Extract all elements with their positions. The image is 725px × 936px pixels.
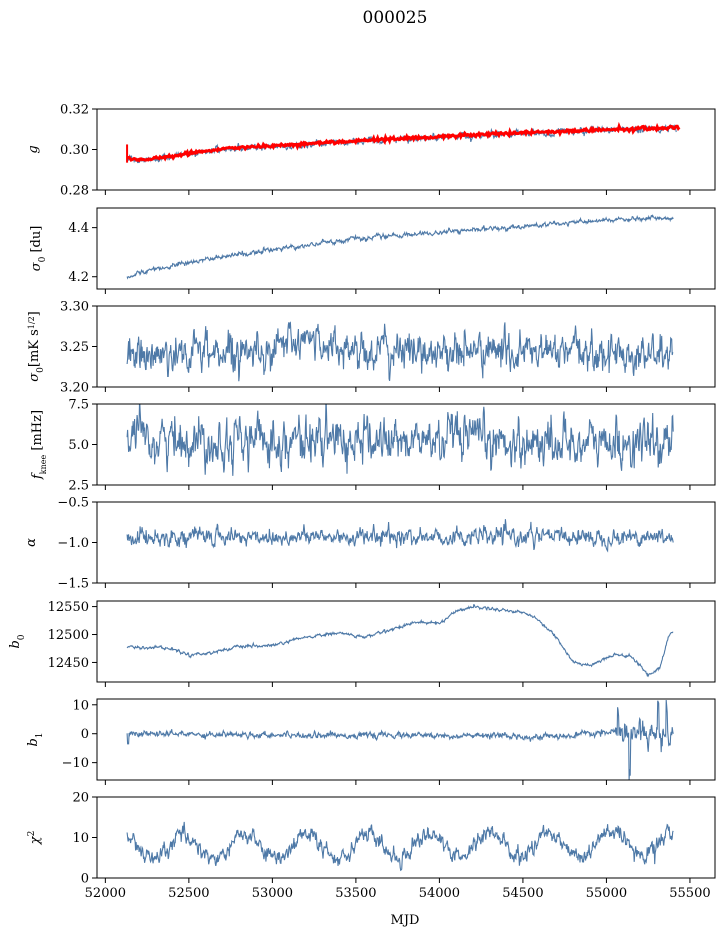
y-tick-label: 4.4 <box>68 221 89 236</box>
y-axis-label: b0 <box>8 634 27 648</box>
y-tick-label: 7.5 <box>68 398 89 413</box>
x-tick-label: 55500 <box>669 886 710 901</box>
y-tick-label: 0 <box>81 727 89 742</box>
x-tick-label: 55000 <box>586 886 627 901</box>
y-tick-label: 10 <box>72 831 89 846</box>
x-axis-label: MJD <box>391 913 420 928</box>
subplot-stack: 0.28 0.30 0.32 g 4.2 4.4 σ0 [du] 3.20 3.25 3.30 σ0… <box>8 103 716 901</box>
y-axis-label: fknee [mHz] <box>30 410 48 480</box>
data-series-line <box>126 604 674 678</box>
data-series-line <box>126 404 674 476</box>
y-tick-label: 3.30 <box>60 300 89 315</box>
fit-line <box>126 121 681 163</box>
y-tick-label: −1.0 <box>57 536 89 551</box>
y-tick-label: −10 <box>62 756 89 771</box>
axes-frame <box>96 207 716 290</box>
data-series-line <box>126 519 674 553</box>
x-tick-label: 54500 <box>502 886 543 901</box>
y-axis-label: b1 <box>26 732 45 746</box>
axes-frame <box>96 698 716 781</box>
subplot-5: −1.5 −1.0 −0.5 α <box>24 496 716 592</box>
subplot-6: 12450 12500 12550 b0 <box>8 600 716 687</box>
subplot-7: −10 0 10 b1 <box>26 698 716 785</box>
axes-frame <box>96 108 716 191</box>
y-axis-label: σ0 [du] <box>29 226 48 272</box>
y-tick-label: 3.20 <box>60 381 89 396</box>
y-tick-label: 12450 <box>48 656 89 671</box>
y-axis-label: g <box>26 145 41 153</box>
y-tick-label: 4.2 <box>68 270 89 285</box>
y-tick-label: 20 <box>72 791 89 806</box>
y-tick-label: 5.0 <box>68 438 89 453</box>
x-tick-label: 52500 <box>168 886 209 901</box>
data-series-line <box>126 321 674 382</box>
y-tick-label: 0.30 <box>60 143 89 158</box>
subplot-3: 3.20 3.25 3.30 σ0[mK s1/2] <box>27 300 716 396</box>
x-tick-label: 53500 <box>335 886 376 901</box>
y-tick-label: 12500 <box>48 628 89 643</box>
subplot-8: 0 10 20 52000 52500 53000 53500 54000 54500 55000… <box>27 791 716 901</box>
axes-frame <box>96 600 716 683</box>
figure-title: 000025 <box>363 8 428 28</box>
subplot-4: 2.5 5.0 7.5 fknee [mHz] <box>30 398 716 494</box>
y-tick-label: 12550 <box>48 600 89 615</box>
y-tick-label: 10 <box>72 698 89 713</box>
y-tick-label: 2.5 <box>68 479 89 494</box>
y-axis-label: σ0[mK s1/2] <box>27 311 47 381</box>
x-tick-label: 52000 <box>85 886 126 901</box>
axes-frame <box>96 501 716 584</box>
y-tick-label: −1.5 <box>57 577 89 592</box>
y-tick-label: 0.28 <box>60 184 89 199</box>
y-tick-label: 0 <box>81 872 89 887</box>
subplot-2: 4.2 4.4 σ0 [du] <box>29 207 716 294</box>
y-tick-label: −0.5 <box>57 496 89 511</box>
data-series-line <box>126 821 674 872</box>
x-tick-label: 53000 <box>252 886 293 901</box>
y-axis-label: α <box>24 538 39 547</box>
y-tick-label: 0.32 <box>60 103 89 118</box>
x-tick-label: 54000 <box>419 886 460 901</box>
axes-frame <box>96 796 716 879</box>
y-axis-label: χ2 <box>27 831 43 846</box>
data-series-line <box>126 699 674 780</box>
subplot-1: 0.28 0.30 0.32 g <box>26 103 716 199</box>
y-tick-label: 3.25 <box>60 340 89 355</box>
data-series-line <box>126 214 674 280</box>
